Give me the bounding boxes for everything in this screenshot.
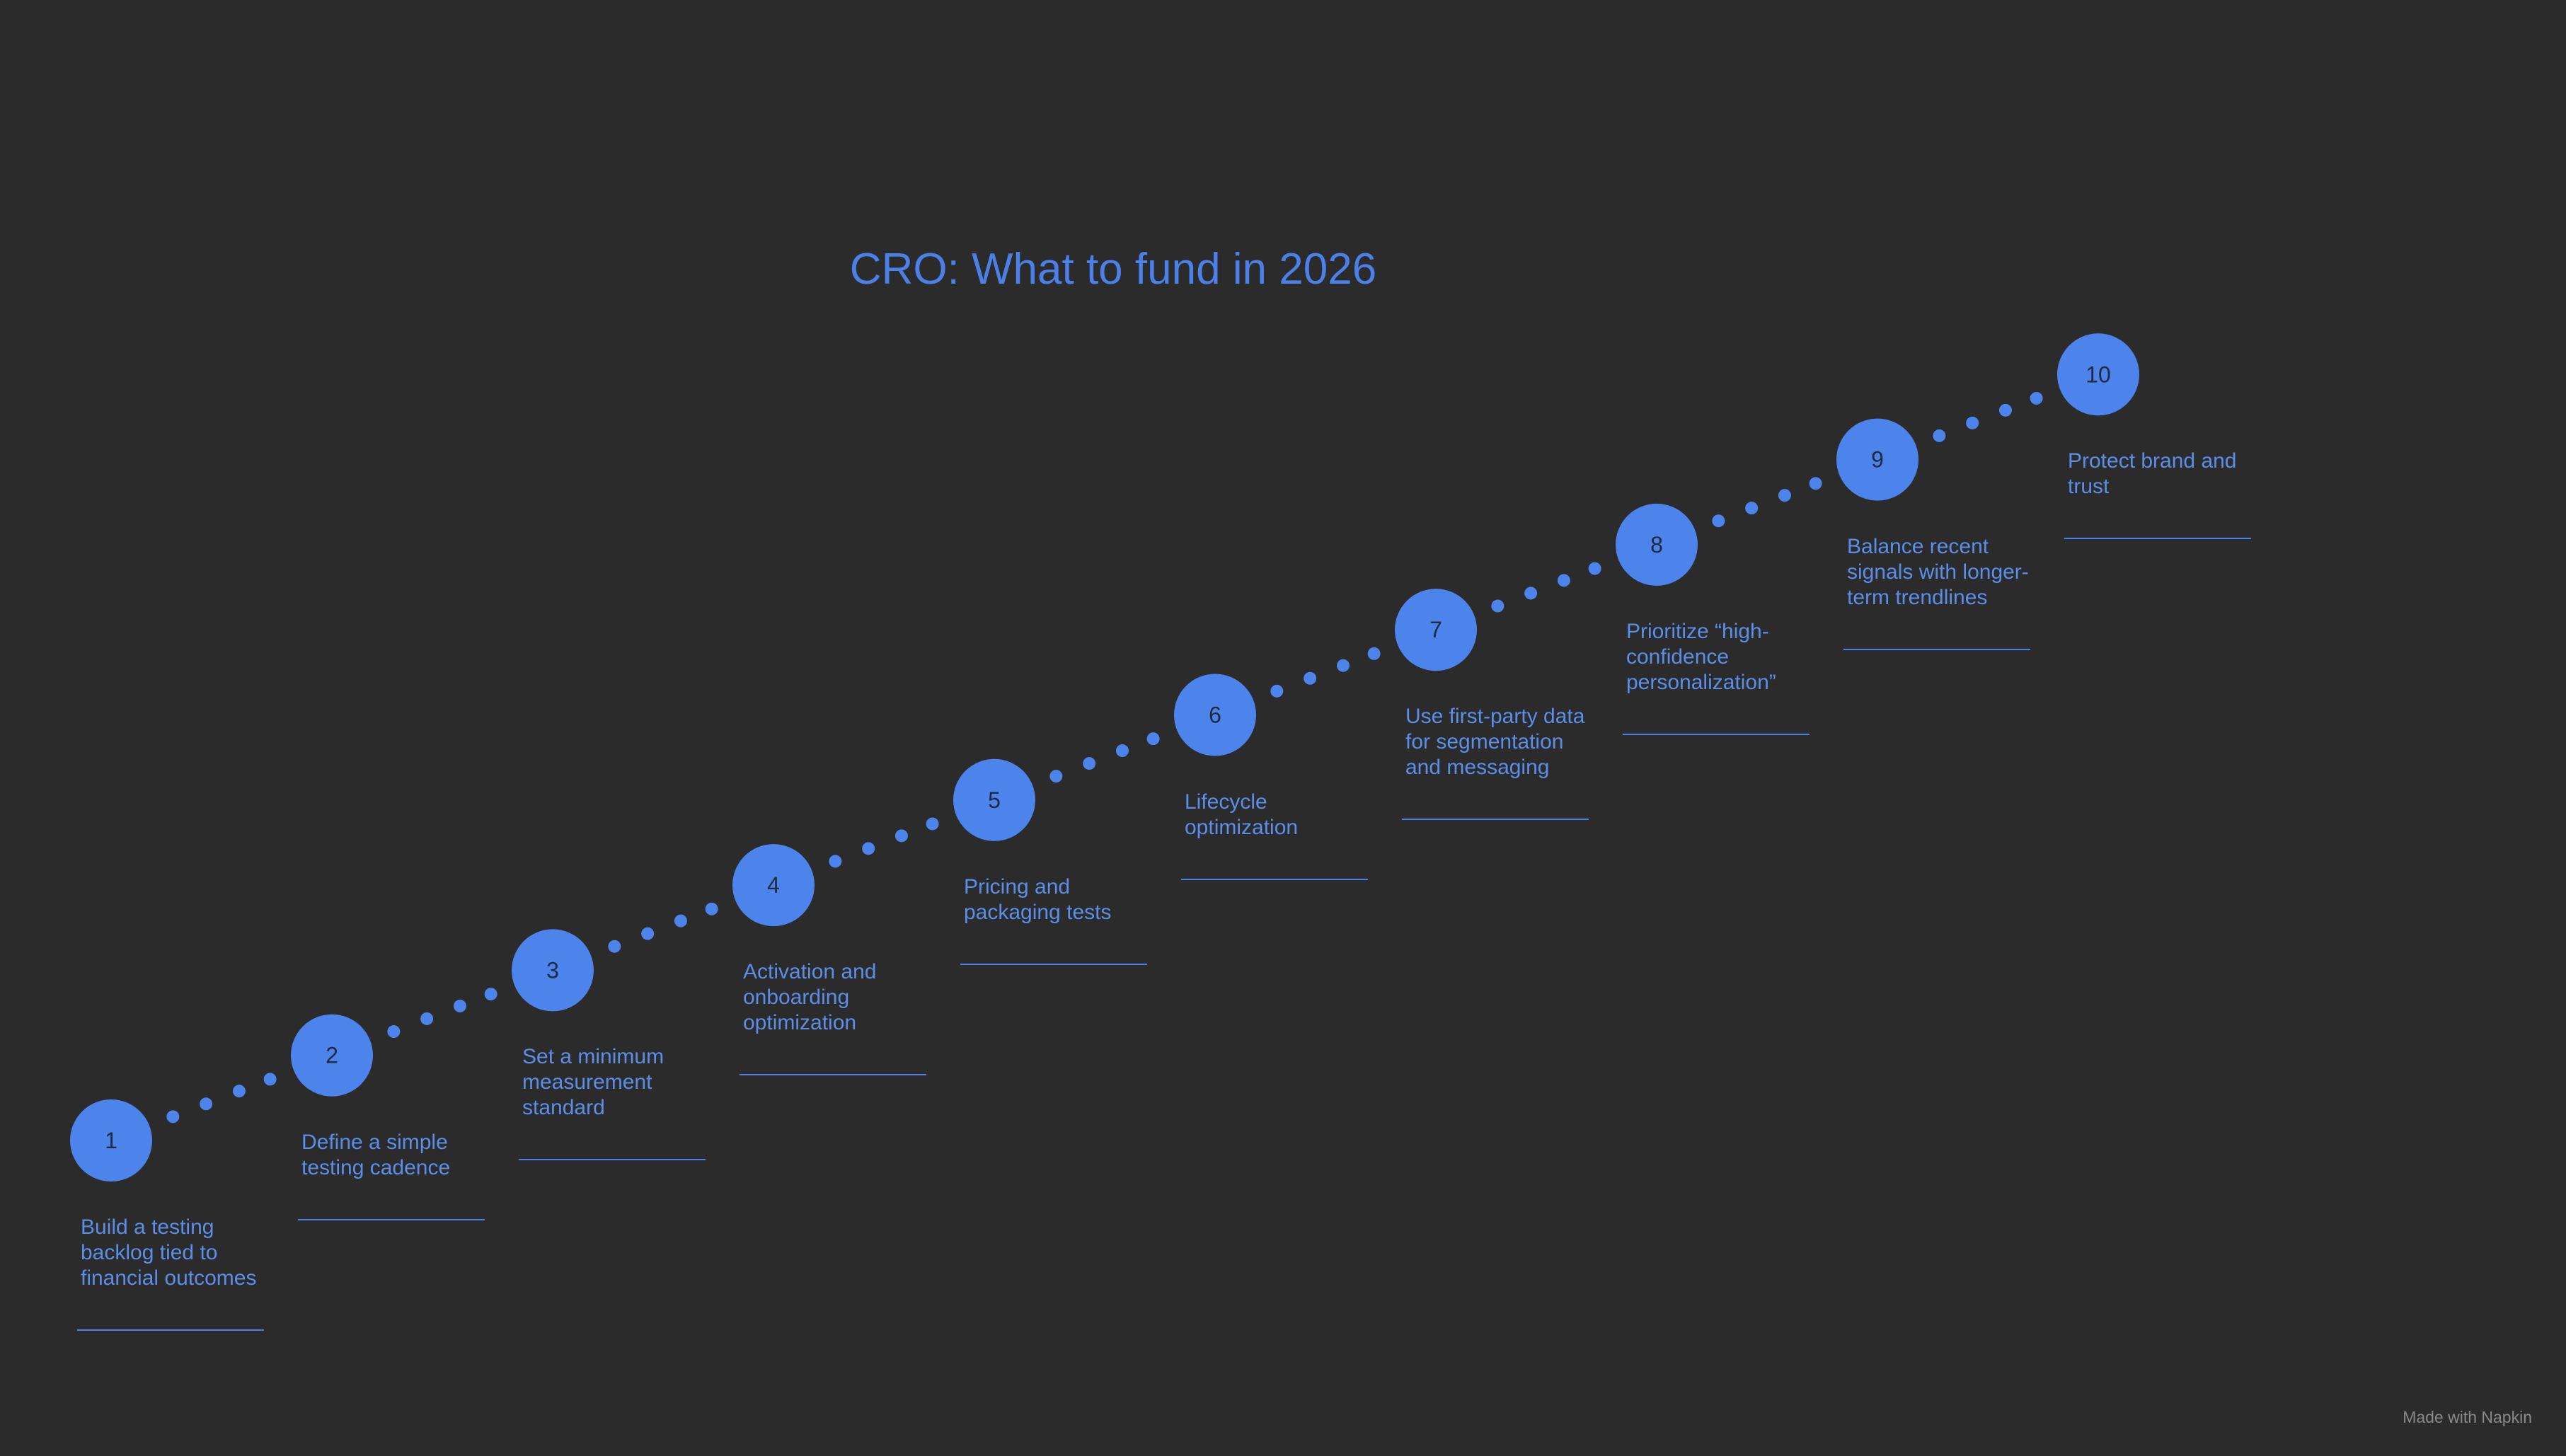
connector-dot: [200, 1097, 213, 1111]
step-label: Prioritize “high-confidence personalizat…: [1623, 619, 1810, 735]
connector-dot: [926, 817, 939, 831]
connector-dot: [1712, 514, 1725, 528]
step-label: Set a minimum measurement standard: [519, 1044, 706, 1161]
connector-dot: [1809, 477, 1822, 490]
connector-dot: [705, 902, 718, 915]
connector-dot: [2030, 391, 2043, 405]
connector-dot: [1491, 599, 1504, 613]
connector-dot: [263, 1073, 277, 1086]
step-circle: [1395, 589, 1477, 671]
step-number: 9: [1871, 447, 1884, 473]
step-circle: [291, 1014, 373, 1097]
connector-dot: [166, 1110, 180, 1123]
step-number: 6: [1209, 703, 1221, 728]
step-circle: [512, 929, 594, 1012]
connector-dot: [1966, 416, 1979, 429]
step-number: 4: [767, 872, 780, 898]
connector-dot: [608, 940, 621, 953]
step-label: Lifecycle optimization: [1181, 790, 1368, 880]
step-label: Define a simple testing cadence: [298, 1130, 485, 1220]
connector-dot: [862, 842, 875, 855]
connector-dot: [1336, 659, 1350, 672]
step-number: 5: [988, 787, 1001, 813]
connector-dot: [420, 1012, 434, 1025]
title: CRO: What to fund in 2026: [849, 245, 1377, 294]
connector-dot: [1304, 671, 1317, 685]
step-label: Protect brand and trust: [2064, 449, 2251, 540]
step-label: Use first-party data for segmentation an…: [1402, 704, 1589, 821]
step-label: Build a testing backlog tied to financia…: [77, 1215, 264, 1331]
connector-dot: [1778, 489, 1791, 502]
step-number: 3: [546, 957, 559, 983]
step-label: Balance recent signals with longer-term …: [1843, 534, 2030, 650]
connector-dot: [232, 1085, 246, 1098]
connector-dot: [453, 999, 466, 1012]
connector-dot: [1998, 403, 2012, 417]
step-circle: [732, 844, 815, 927]
step-label: Activation and onboarding optimization: [740, 959, 926, 1076]
connector-dot: [1745, 502, 1759, 515]
step-number: 10: [2085, 362, 2111, 387]
step-circle: [953, 758, 1035, 841]
connector-dot: [674, 914, 687, 928]
step-circle: [2057, 333, 2139, 416]
connector-dot: [641, 927, 655, 940]
connector-dot: [1083, 757, 1096, 770]
connector-dot: [1115, 744, 1129, 758]
footer: Made with Napkin: [2403, 1408, 2532, 1426]
connector-dot: [1557, 574, 1570, 587]
step-number: 2: [326, 1043, 338, 1068]
step-number: 8: [1650, 532, 1663, 557]
connector-dot: [829, 855, 842, 868]
step-number: 1: [105, 1128, 117, 1153]
connector-dot: [1270, 684, 1284, 698]
connector-dot: [1933, 429, 1946, 442]
step-circle: [70, 1099, 152, 1181]
step-circle: [1836, 418, 1918, 501]
connector-dot: [387, 1025, 401, 1039]
step-circle: [1174, 674, 1256, 756]
connector-dot: [1588, 562, 1601, 575]
connector-dot: [484, 988, 497, 1001]
connector-dot: [1049, 770, 1063, 783]
step-circle: [1616, 503, 1698, 586]
connector-dot: [1146, 732, 1160, 746]
step-label: Pricing and packaging tests: [960, 874, 1147, 965]
connector-dot: [1367, 647, 1381, 660]
connector-dot: [1524, 587, 1538, 600]
step-number: 7: [1429, 617, 1442, 642]
connector-dot: [894, 829, 908, 843]
